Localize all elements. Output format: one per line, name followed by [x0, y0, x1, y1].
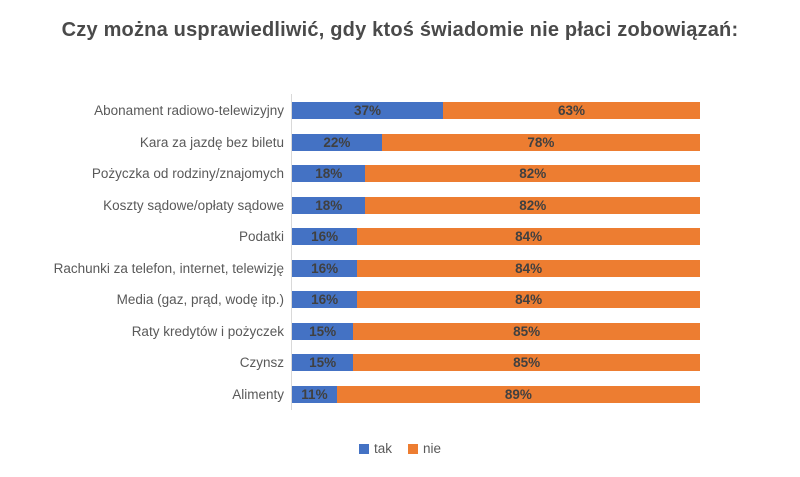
bar-segment-nie: 82%: [365, 196, 700, 214]
category-label: Abonament radiowo-telewizyjny: [94, 103, 284, 119]
bar-segment-tak: 11%: [292, 385, 337, 403]
bar-segment-nie: 82%: [365, 165, 700, 183]
bar-track: 37% 63%: [292, 102, 700, 120]
chart-row: Kara za jazdę bez biletu 22% 78%: [0, 127, 800, 159]
bar-value-label: 15%: [309, 323, 337, 339]
bar-value-label: 37%: [353, 103, 381, 118]
bar-segment-nie: 85%: [353, 322, 700, 340]
chart-row: Czynsz 15% 85%: [0, 347, 800, 379]
chart-legend: tak nie: [0, 441, 800, 456]
bar-segment-nie: 78%: [381, 133, 700, 151]
bar-value-label: 18%: [315, 197, 343, 213]
bar-segment-tak: 16%: [292, 291, 358, 309]
category-label: Koszty sądowe/opłaty sądowe: [103, 197, 284, 213]
category-label: Kara za jazdę bez biletu: [139, 134, 284, 150]
bar-value-label: 11%: [301, 386, 328, 402]
bar-value-label: 16%: [311, 260, 339, 276]
chart-row: Raty kredytów i pożyczek 15% 85%: [0, 316, 800, 348]
category-axis-line: [291, 94, 292, 410]
category-label: Podatki: [238, 229, 284, 245]
bar-segment-nie: 85%: [353, 354, 700, 372]
bar-value-label: 22%: [323, 134, 351, 150]
chart-row: Rachunki za telefon, internet, telewizję…: [0, 253, 800, 285]
bar-segment-nie: 84%: [357, 228, 700, 246]
legend-item-nie: nie: [408, 441, 441, 456]
category-label: Czynsz: [239, 355, 284, 371]
bar-track: 11% 89%: [292, 385, 700, 403]
chart-row: Pożyczka od rodziny/znajomych 18% 82%: [0, 158, 800, 190]
chart-row: Abonament radiowo-telewizyjny 37% 63%: [0, 95, 800, 127]
legend-item-tak: tak: [358, 441, 392, 456]
bar-value-label: 78%: [527, 134, 555, 150]
category-label: Media (gaz, prąd, wodę itp.): [116, 292, 284, 308]
bar-value-label: 18%: [315, 166, 343, 181]
chart-row: Alimenty 11% 89%: [0, 379, 800, 411]
bar-track: 16% 84%: [292, 259, 700, 277]
bar-segment-nie: 63%: [442, 102, 700, 120]
bar-value-label: 85%: [513, 355, 541, 370]
bar-segment-tak: 18%: [292, 165, 366, 183]
legend-swatch-nie-icon: [408, 443, 418, 454]
bar-segment-tak: 15%: [292, 354, 354, 372]
category-label: Rachunki za telefon, internet, telewizję: [53, 260, 284, 276]
bar-value-label: 84%: [515, 292, 543, 307]
chart-row: Media (gaz, prąd, wodę itp.) 16% 84%: [0, 284, 800, 316]
category-label: Pożyczka od rodziny/znajomych: [91, 166, 284, 182]
bar-value-label: 63%: [557, 103, 585, 118]
bar-value-label: 16%: [311, 229, 339, 244]
legend-label-tak: tak: [373, 441, 392, 456]
bar-track: 22% 78%: [292, 133, 700, 151]
chart-title: Czy można usprawiedliwić, gdy ktoś świad…: [61, 19, 739, 41]
bar-segment-tak: 37%: [292, 102, 443, 120]
chart-row: Podatki 16% 84%: [0, 221, 800, 253]
chart-row: Koszty sądowe/opłaty sądowe 18% 82%: [0, 190, 800, 222]
bar-track: 15% 85%: [292, 322, 700, 340]
bar-value-label: 84%: [515, 229, 543, 244]
chart-rows: Abonament radiowo-telewizyjny 37% 63% Kara …: [0, 95, 800, 410]
bar-track: 15% 85%: [292, 354, 700, 372]
bar-value-label: 84%: [515, 260, 543, 276]
bar-track: 18% 82%: [292, 196, 700, 214]
bar-value-label: 15%: [309, 355, 337, 370]
bar-segment-tak: 18%: [292, 196, 366, 214]
bar-track: 18% 82%: [292, 165, 700, 183]
bar-segment-nie: 89%: [336, 385, 700, 403]
bar-segment-tak: 15%: [292, 322, 354, 340]
bar-value-label: 82%: [519, 166, 547, 181]
legend-label-nie: nie: [423, 441, 442, 456]
category-label: Raty kredytów i pożyczek: [131, 323, 284, 339]
bar-value-label: 16%: [311, 292, 339, 307]
legend-swatch-tak-icon: [358, 443, 369, 454]
bar-value-label: 82%: [519, 197, 547, 213]
bar-track: 16% 84%: [292, 228, 700, 246]
bar-track: 16% 84%: [292, 291, 700, 309]
bar-value-label: 89%: [504, 386, 532, 402]
bar-value-label: 85%: [513, 323, 541, 339]
bar-segment-nie: 84%: [357, 259, 700, 277]
bar-segment-tak: 16%: [292, 228, 358, 246]
bar-segment-tak: 22%: [292, 133, 382, 151]
category-label: Alimenty: [232, 386, 284, 402]
bar-segment-tak: 16%: [292, 259, 358, 277]
bar-segment-nie: 84%: [357, 291, 700, 309]
